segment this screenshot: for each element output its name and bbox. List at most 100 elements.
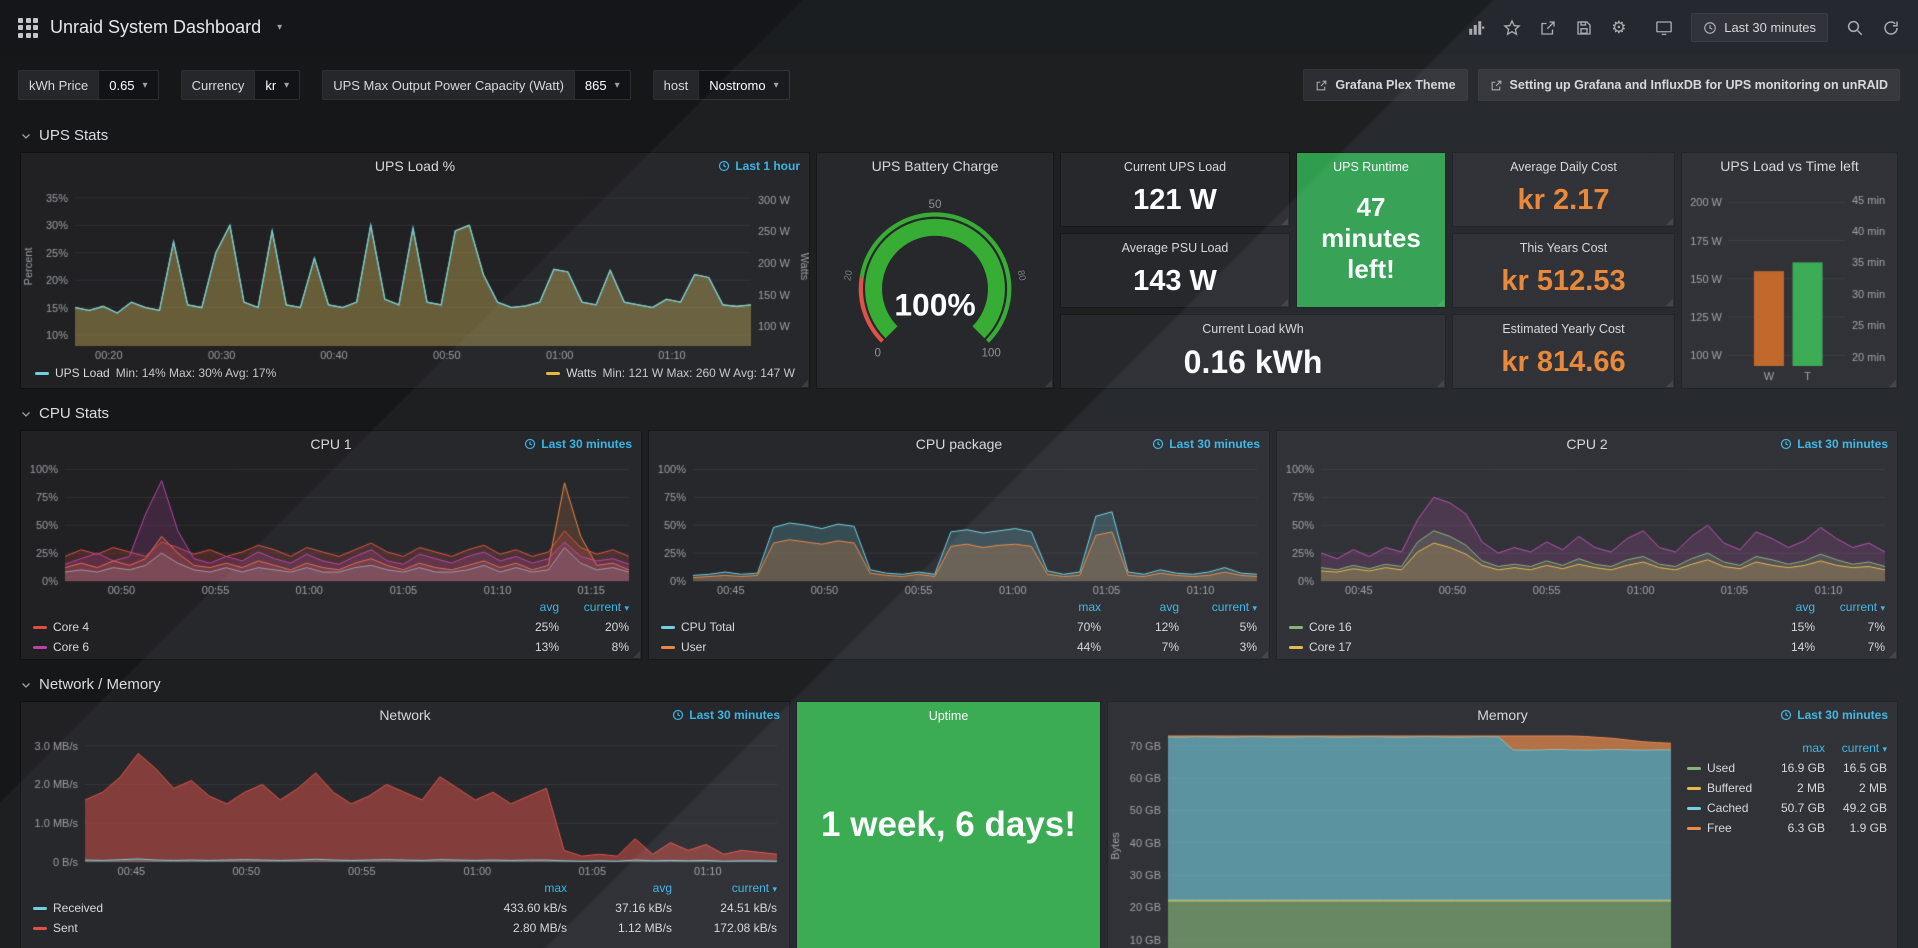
legend-row[interactable]: Sent 2.80 MB/s 1.12 MB/s 172.08 kB/s <box>21 918 789 938</box>
legend-sort-max[interactable]: max <box>1802 741 1825 755</box>
legend-header: max current ▾ <box>1681 738 1893 758</box>
share-icon[interactable] <box>1539 19 1557 37</box>
caret-down-icon[interactable]: ▾ <box>277 22 283 33</box>
caret-down-icon: ▾ <box>142 79 148 91</box>
load-vs-time-chart[interactable] <box>1682 179 1897 384</box>
clock-icon <box>673 709 684 721</box>
legend-sort-current[interactable]: current ▾ <box>1211 600 1257 614</box>
variable-currency[interactable]: Currency kr ▾ <box>180 70 301 100</box>
ups-load-chart[interactable] <box>21 179 809 362</box>
legend-row[interactable]: CPU Total 70% 12% 5% <box>649 617 1269 637</box>
series-color-swatch <box>661 625 675 629</box>
panel-title[interactable]: Estimated Yearly Cost <box>1502 322 1625 336</box>
panel-ups-battery: UPS Battery Charge 0 50 100 20 80 100% <box>816 152 1054 389</box>
variable-host[interactable]: host Nostromo ▾ <box>652 70 790 100</box>
series-color-swatch <box>33 645 47 649</box>
legend-row[interactable]: User 44% 7% 3% <box>649 637 1269 657</box>
add-panel-icon[interactable] <box>1467 19 1485 37</box>
variable-value: Nostromo <box>709 77 766 93</box>
legend-row[interactable]: Core 16 15% 7% <box>1277 617 1897 637</box>
cpu-stats-row: CPU 1 Last 30 minutes avg current ▾ Core 4… <box>0 430 1918 660</box>
variable-kwh-price[interactable]: kWh Price 0.65 ▾ <box>18 70 159 100</box>
panel-title[interactable]: Uptime <box>928 709 969 723</box>
legend-sort-avg[interactable]: avg <box>652 881 672 895</box>
apps-grid-icon[interactable] <box>18 17 38 38</box>
panel-title[interactable]: UPS Load % <box>374 158 456 174</box>
legend-row[interactable]: Core 4 25% 20% <box>21 617 641 637</box>
panel-title[interactable]: Current Load kWh <box>1202 322 1304 336</box>
legend-item[interactable]: Watts Min: 121 W Max: 260 W Avg: 147 W <box>546 366 795 380</box>
chevron-down-icon <box>22 682 30 688</box>
legend-row[interactable]: Buffered 2 MB 2 MB <box>1681 778 1893 798</box>
time-override-badge: Last 30 minutes <box>524 437 632 451</box>
star-icon[interactable] <box>1503 18 1521 37</box>
panel-title[interactable]: UPS Load vs Time left <box>1720 158 1859 174</box>
legend-sort-max[interactable]: max <box>544 881 567 895</box>
panel-title[interactable]: UPS Runtime <box>1333 160 1409 174</box>
cpu1-chart[interactable] <box>21 457 641 597</box>
panel-title[interactable]: Average PSU Load <box>1121 241 1229 255</box>
clock-icon <box>1704 21 1717 34</box>
panel-title[interactable]: Current UPS Load <box>1123 160 1227 174</box>
variable-label: Currency <box>180 70 255 100</box>
legend-sort-current[interactable]: current ▾ <box>731 881 777 895</box>
search-icon[interactable] <box>1846 19 1864 37</box>
stat-value: 0.16 kWh <box>1183 344 1323 380</box>
external-link-icon <box>1316 80 1327 90</box>
cycle-view-icon[interactable] <box>1655 19 1673 37</box>
panel-title[interactable]: CPU package <box>915 436 1003 452</box>
legend-row[interactable]: Core 17 14% 7% <box>1277 637 1897 657</box>
legend-sort-avg[interactable]: avg <box>1795 600 1815 614</box>
cpu-package-chart[interactable] <box>649 457 1269 597</box>
panel-title[interactable]: Network <box>379 707 431 723</box>
section-ups-stats[interactable]: UPS Stats <box>0 127 1918 144</box>
legend-row[interactable]: Received 433.60 kB/s 37.16 kB/s 24.51 kB/s <box>21 898 789 918</box>
network-memory-row: Network Last 30 minutes max avg current ▾ R… <box>0 701 1918 948</box>
ups-stats-row: UPS Load % Last 1 hour UPS Load Min: 14% … <box>0 152 1918 389</box>
refresh-icon[interactable] <box>1882 19 1900 37</box>
legend-row[interactable]: Core 6 13% 8% <box>21 637 641 657</box>
gear-icon[interactable]: ⚙ <box>1611 17 1627 37</box>
panel-title[interactable]: Memory <box>1477 707 1528 723</box>
panel-title[interactable]: CPU 1 <box>310 436 352 452</box>
panel-uptime: Uptime 1 week, 6 days! <box>796 701 1101 948</box>
legend-sort-avg[interactable]: avg <box>1159 600 1179 614</box>
legend-row[interactable]: Used 16.9 GB 16.5 GB <box>1681 758 1893 778</box>
legend-item[interactable]: UPS Load Min: 14% Max: 30% Avg: 17% <box>35 366 276 380</box>
link-grafana-plex-theme[interactable]: Grafana Plex Theme <box>1303 69 1468 101</box>
panel-est-yearly-cost: Estimated Yearly Cost kr 814.66 <box>1452 314 1675 389</box>
legend-sort-max[interactable]: max <box>1078 600 1101 614</box>
section-cpu-stats[interactable]: CPU Stats <box>0 405 1918 422</box>
panel-title[interactable]: CPU 2 <box>1566 436 1608 452</box>
battery-value: 100% <box>894 286 975 322</box>
svg-text:0: 0 <box>875 347 882 360</box>
save-icon[interactable] <box>1575 19 1593 37</box>
cpu2-chart[interactable] <box>1277 457 1897 597</box>
legend-sort-current[interactable]: current ▾ <box>1839 600 1885 614</box>
panel-title[interactable]: Average Daily Cost <box>1510 160 1617 174</box>
time-override-badge: Last 30 minutes <box>1152 437 1260 451</box>
panel-title[interactable]: This Years Cost <box>1519 241 1608 255</box>
chevron-down-icon <box>22 133 30 139</box>
series-color-swatch <box>546 371 561 375</box>
variable-value: 865 <box>584 77 607 93</box>
panel-current-load-kwh: Current Load kWh 0.16 kWh <box>1060 314 1446 389</box>
link-setup-guide[interactable]: Setting up Grafana and InfluxDB for UPS … <box>1477 69 1900 101</box>
series-color-swatch <box>1687 806 1701 810</box>
memory-chart[interactable] <box>1108 728 1681 948</box>
dashboard-title[interactable]: Unraid System Dashboard <box>50 17 262 37</box>
clock-icon <box>719 160 730 172</box>
variable-ups-max-output[interactable]: UPS Max Output Power Capacity (Watt) 865… <box>322 70 631 100</box>
section-network-memory[interactable]: Network / Memory <box>0 676 1918 693</box>
network-chart[interactable] <box>21 728 789 878</box>
panel-title[interactable]: UPS Battery Charge <box>871 158 999 174</box>
legend-sort-current[interactable]: current ▾ <box>583 600 629 614</box>
legend-row[interactable]: Free 6.3 GB 1.9 GB <box>1681 818 1893 838</box>
svg-text:100: 100 <box>981 347 1001 360</box>
panel-cpu-1: CPU 1 Last 30 minutes avg current ▾ Core 4… <box>20 430 642 660</box>
time-picker[interactable]: Last 30 minutes <box>1691 13 1828 42</box>
legend-sort-current[interactable]: current ▾ <box>1841 741 1887 755</box>
legend-sort-avg[interactable]: avg <box>539 600 559 614</box>
legend-row[interactable]: Cached 50.7 GB 49.2 GB <box>1681 798 1893 818</box>
